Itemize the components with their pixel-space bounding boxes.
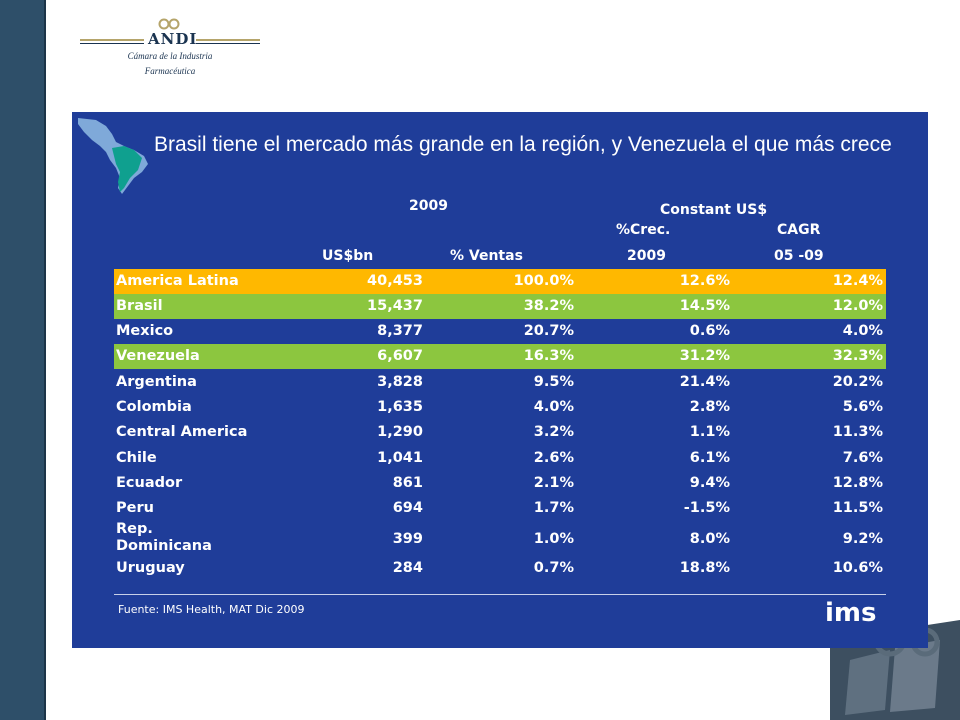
value-usbn: 15,437 xyxy=(367,298,423,314)
value-crec: 0.6% xyxy=(689,323,730,339)
value-usbn: 8,377 xyxy=(377,323,423,339)
ims-logo: ims xyxy=(825,598,877,628)
value-cagr: 5.6% xyxy=(842,399,883,415)
country-name: Chile xyxy=(116,450,157,466)
value-usbn: 399 xyxy=(392,531,423,547)
table-row: Rep. Dominicana 399 1.0% 8.0% 9.2% xyxy=(114,520,886,560)
value-cagr: 32.3% xyxy=(832,348,883,364)
value-ventas: 4.0% xyxy=(533,399,574,415)
value-crec: 14.5% xyxy=(679,298,730,314)
value-usbn: 40,453 xyxy=(367,273,423,289)
header-year-2: 2009 xyxy=(627,248,666,264)
logo-subtitle-line1: Cámara de la Industria xyxy=(127,51,213,61)
header-constant-usd: Constant US$ xyxy=(660,202,768,218)
data-slide: Brasil tiene el mercado más grande en la… xyxy=(72,112,928,648)
value-ventas: 2.1% xyxy=(533,475,574,491)
value-usbn: 1,635 xyxy=(377,399,423,415)
source-note: Fuente: IMS Health, MAT Dic 2009 xyxy=(118,603,305,616)
country-name: Brasil xyxy=(116,298,163,314)
table-row: Central America 1,290 3.2% 1.1% 11.3% xyxy=(114,420,886,445)
country-name: Colombia xyxy=(116,399,192,415)
value-cagr: 11.3% xyxy=(832,424,883,440)
value-cagr: 10.6% xyxy=(832,560,883,576)
header-usbn: US$bn xyxy=(322,248,374,264)
value-ventas: 20.7% xyxy=(523,323,574,339)
value-cagr: 12.0% xyxy=(832,298,883,314)
value-crec: 18.8% xyxy=(679,560,730,576)
value-ventas: 9.5% xyxy=(533,374,574,390)
header-year: 2009 xyxy=(409,198,448,214)
logo-subtitle-line2: Farmacéutica xyxy=(144,66,196,76)
slide-title: Brasil tiene el mercado más grande en la… xyxy=(154,133,892,156)
value-cagr: 9.2% xyxy=(842,531,883,547)
value-ventas: 0.7% xyxy=(533,560,574,576)
andi-emblem-icon xyxy=(158,18,180,30)
value-crec: 8.0% xyxy=(689,531,730,547)
value-crec: 12.6% xyxy=(679,273,730,289)
table-row: Colombia 1,635 4.0% 2.8% 5.6% xyxy=(114,395,886,420)
value-ventas: 3.2% xyxy=(533,424,574,440)
header-cagr: CAGR xyxy=(777,222,821,238)
logo-rule-left-thin xyxy=(80,43,144,44)
value-crec: 31.2% xyxy=(679,348,730,364)
country-name: Ecuador xyxy=(116,475,183,491)
value-usbn: 1,041 xyxy=(377,450,423,466)
value-crec: 6.1% xyxy=(689,450,730,466)
value-crec: -1.5% xyxy=(683,500,730,516)
value-ventas: 16.3% xyxy=(523,348,574,364)
logo-name: ANDI xyxy=(148,30,198,48)
value-ventas: 1.7% xyxy=(533,500,574,516)
value-cagr: 4.0% xyxy=(842,323,883,339)
table-row: Brasil 15,437 38.2% 14.5% 12.0% xyxy=(114,294,886,319)
country-name: Mexico xyxy=(116,323,174,339)
value-cagr: 12.4% xyxy=(832,273,883,289)
value-usbn: 284 xyxy=(392,560,423,576)
country-name: Central America xyxy=(116,424,248,440)
country-name: Uruguay xyxy=(116,560,185,576)
country-name: America Latina xyxy=(116,273,239,289)
header-period: 05 -09 xyxy=(774,248,824,264)
value-usbn: 3,828 xyxy=(377,374,423,390)
value-ventas: 100.0% xyxy=(513,273,574,289)
table-row: Uruguay 284 0.7% 18.8% 10.6% xyxy=(114,556,886,581)
latin-america-map-icon xyxy=(78,118,148,194)
header-ventas: % Ventas xyxy=(450,248,523,264)
value-cagr: 20.2% xyxy=(832,374,883,390)
value-ventas: 38.2% xyxy=(523,298,574,314)
value-ventas: 2.6% xyxy=(533,450,574,466)
left-decorative-band xyxy=(0,0,46,720)
value-usbn: 1,290 xyxy=(377,424,423,440)
country-name: Rep. Dominicana xyxy=(116,521,212,554)
value-cagr: 12.8% xyxy=(832,475,883,491)
table-row: Argentina 3,828 9.5% 21.4% 20.2% xyxy=(114,370,886,395)
andi-logo: ANDI Cámara de la Industria Farmacéutica xyxy=(78,18,262,80)
table-row: America Latina 40,453 100.0% 12.6% 12.4% xyxy=(114,269,886,294)
value-crec: 9.4% xyxy=(689,475,730,491)
country-name: Argentina xyxy=(116,374,197,390)
table-row: Mexico 8,377 20.7% 0.6% 4.0% xyxy=(114,319,886,344)
value-ventas: 1.0% xyxy=(533,531,574,547)
header-crec: %Crec. xyxy=(616,222,671,238)
value-crec: 2.8% xyxy=(689,399,730,415)
table-row: Peru 694 1.7% -1.5% 11.5% xyxy=(114,496,886,521)
value-crec: 1.1% xyxy=(689,424,730,440)
table-row: Venezuela 6,607 16.3% 31.2% 32.3% xyxy=(114,344,886,369)
value-crec: 21.4% xyxy=(679,374,730,390)
value-cagr: 11.5% xyxy=(832,500,883,516)
table-row: Chile 1,041 2.6% 6.1% 7.6% xyxy=(114,446,886,471)
country-name: Venezuela xyxy=(116,348,200,364)
logo-rule-right-thin xyxy=(196,43,260,44)
logo-rule-left xyxy=(80,39,144,41)
table-row: Ecuador 861 2.1% 9.4% 12.8% xyxy=(114,471,886,496)
value-cagr: 7.6% xyxy=(842,450,883,466)
value-usbn: 694 xyxy=(392,500,423,516)
value-usbn: 6,607 xyxy=(377,348,423,364)
table-bottom-rule xyxy=(114,594,886,595)
logo-rule-right xyxy=(196,39,260,41)
value-usbn: 861 xyxy=(392,475,423,491)
country-name: Peru xyxy=(116,500,154,516)
